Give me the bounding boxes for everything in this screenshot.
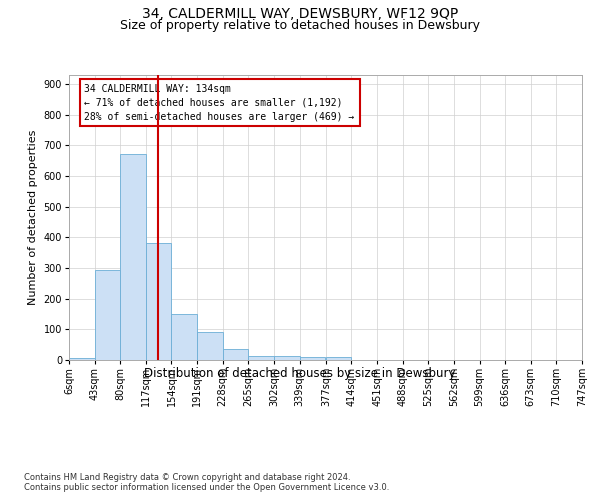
Text: Size of property relative to detached houses in Dewsbury: Size of property relative to detached ho… [120, 19, 480, 32]
Text: 34 CALDERMILL WAY: 134sqm
← 71% of detached houses are smaller (1,192)
28% of se: 34 CALDERMILL WAY: 134sqm ← 71% of detac… [85, 84, 355, 122]
Bar [120, 154, 146, 360]
Text: Contains HM Land Registry data © Crown copyright and database right 2024.
Contai: Contains HM Land Registry data © Crown c… [24, 472, 389, 492]
Bar [223, 348, 248, 360]
Bar [95, 270, 120, 360]
Bar [197, 332, 223, 360]
Bar [274, 356, 299, 360]
Bar [146, 242, 172, 360]
Text: 34, CALDERMILL WAY, DEWSBURY, WF12 9QP: 34, CALDERMILL WAY, DEWSBURY, WF12 9QP [142, 8, 458, 22]
Bar [326, 357, 352, 360]
Bar [248, 356, 274, 360]
Y-axis label: Number of detached properties: Number of detached properties [28, 130, 38, 305]
Text: Distribution of detached houses by size in Dewsbury: Distribution of detached houses by size … [144, 368, 456, 380]
Bar [69, 358, 95, 360]
Bar [299, 357, 325, 360]
Bar [172, 314, 197, 360]
